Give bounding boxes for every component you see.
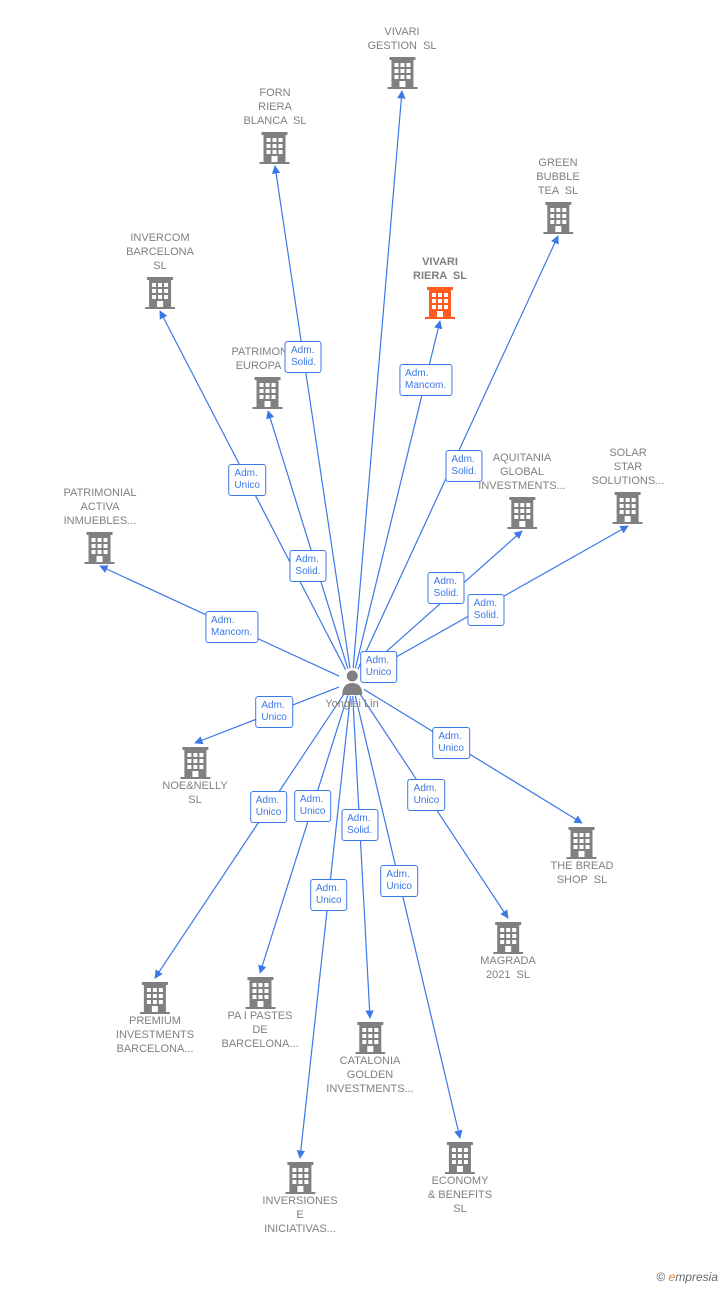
edge-label: Adm. Unico	[294, 790, 332, 822]
building-icon	[253, 375, 283, 409]
company-node[interactable]: CATALONIA GOLDEN INVESTMENTS...	[326, 1020, 413, 1098]
edge-line	[275, 166, 350, 668]
node-label: GREEN BUBBLE TEA SL	[536, 156, 579, 198]
company-node[interactable]: INVERSIONES E INICIATIVAS...	[262, 1160, 337, 1238]
company-node[interactable]: GREEN BUBBLE TEA SL	[536, 156, 579, 234]
company-node[interactable]: VIVARI GESTION SL	[367, 25, 436, 89]
edge-label: Adm. Unico	[380, 865, 418, 897]
edge-label: Adm. Solid.	[289, 550, 326, 582]
edge-label: Adm. Solid.	[445, 450, 482, 482]
building-icon	[493, 920, 523, 954]
edge-label: Adm. Unico	[228, 464, 266, 496]
building-icon	[245, 975, 275, 1009]
edge-line	[353, 91, 402, 668]
node-label: NOE&NELLY SL	[162, 779, 227, 807]
node-label: MAGRADA 2021 SL	[480, 954, 536, 982]
building-icon	[445, 1140, 475, 1174]
building-icon	[145, 275, 175, 309]
company-node[interactable]: THE BREAD SHOP SL	[551, 825, 614, 889]
company-node[interactable]: VIVARI RIERA SL	[413, 255, 467, 319]
node-label: FORN RIERA BLANCA SL	[244, 86, 307, 128]
edge-line	[268, 411, 348, 669]
edge-label: Adm. Mancom.	[205, 611, 258, 643]
node-label: THE BREAD SHOP SL	[551, 859, 614, 887]
company-node[interactable]: MAGRADA 2021 SL	[480, 920, 536, 984]
node-label: Yonglei Lin	[325, 697, 378, 711]
edge-line	[364, 689, 582, 823]
edge-label: Adm. Unico	[255, 696, 293, 728]
edge-label: Adm. Unico	[360, 651, 398, 683]
company-node[interactable]: AQUITANIA GLOBAL INVESTMENTS...	[478, 451, 565, 529]
copyright: © empresia	[656, 1270, 718, 1284]
edge-line	[353, 696, 370, 1018]
node-label: ECONOMY & BENEFITS SL	[428, 1174, 492, 1216]
edge-label: Adm. Mancom.	[399, 364, 452, 396]
network-diagram: Yonglei Lin VIVARI GESTION SL FORN RIERA …	[0, 0, 728, 1290]
node-label: PATRIMONIAL ACTIVA INMUEBLES...	[64, 486, 137, 528]
building-icon	[285, 1160, 315, 1194]
building-icon	[387, 55, 417, 89]
building-icon	[567, 825, 597, 859]
edge-label: Adm. Solid.	[285, 341, 322, 373]
building-icon	[260, 130, 290, 164]
company-node[interactable]: INVERCOM BARCELONA SL	[126, 231, 194, 309]
node-label: VIVARI RIERA SL	[413, 255, 467, 283]
node-label: CATALONIA GOLDEN INVESTMENTS...	[326, 1054, 413, 1096]
building-icon	[507, 495, 537, 529]
company-node[interactable]: PREMIUM INVESTMENTS BARCELONA...	[116, 980, 194, 1058]
edge-line	[155, 694, 344, 978]
node-label: VIVARI GESTION SL	[367, 25, 436, 53]
edge-label: Adm. Solid.	[468, 594, 505, 626]
edge-label: Adm. Unico	[408, 779, 446, 811]
node-label: INVERCOM BARCELONA SL	[126, 231, 194, 273]
building-icon	[425, 285, 455, 319]
building-icon	[140, 980, 170, 1014]
company-node[interactable]: PA I PASTES DE BARCELONA...	[221, 975, 298, 1053]
edge-label: Adm. Solid.	[341, 809, 378, 841]
building-icon	[355, 1020, 385, 1054]
building-icon	[543, 200, 573, 234]
node-label: AQUITANIA GLOBAL INVESTMENTS...	[478, 451, 565, 493]
company-node[interactable]: NOE&NELLY SL	[162, 745, 227, 809]
node-label: PREMIUM INVESTMENTS BARCELONA...	[116, 1014, 194, 1056]
node-label: SOLAR STAR SOLUTIONS...	[592, 446, 665, 488]
building-icon	[613, 490, 643, 524]
company-node[interactable]: PATRIMONIAL ACTIVA INMUEBLES...	[64, 486, 137, 564]
edge-label: Adm. Solid.	[428, 572, 465, 604]
building-icon	[180, 745, 210, 779]
node-label: INVERSIONES E INICIATIVAS...	[262, 1194, 337, 1236]
building-icon	[85, 530, 115, 564]
edge-label: Adm. Unico	[310, 879, 348, 911]
company-node[interactable]: SOLAR STAR SOLUTIONS...	[592, 446, 665, 524]
node-label: PA I PASTES DE BARCELONA...	[221, 1009, 298, 1051]
edge-label: Adm. Unico	[250, 791, 288, 823]
edge-label: Adm. Unico	[432, 727, 470, 759]
company-node[interactable]: ECONOMY & BENEFITS SL	[428, 1140, 492, 1218]
company-node[interactable]: FORN RIERA BLANCA SL	[244, 86, 307, 164]
edge-line	[260, 695, 348, 973]
